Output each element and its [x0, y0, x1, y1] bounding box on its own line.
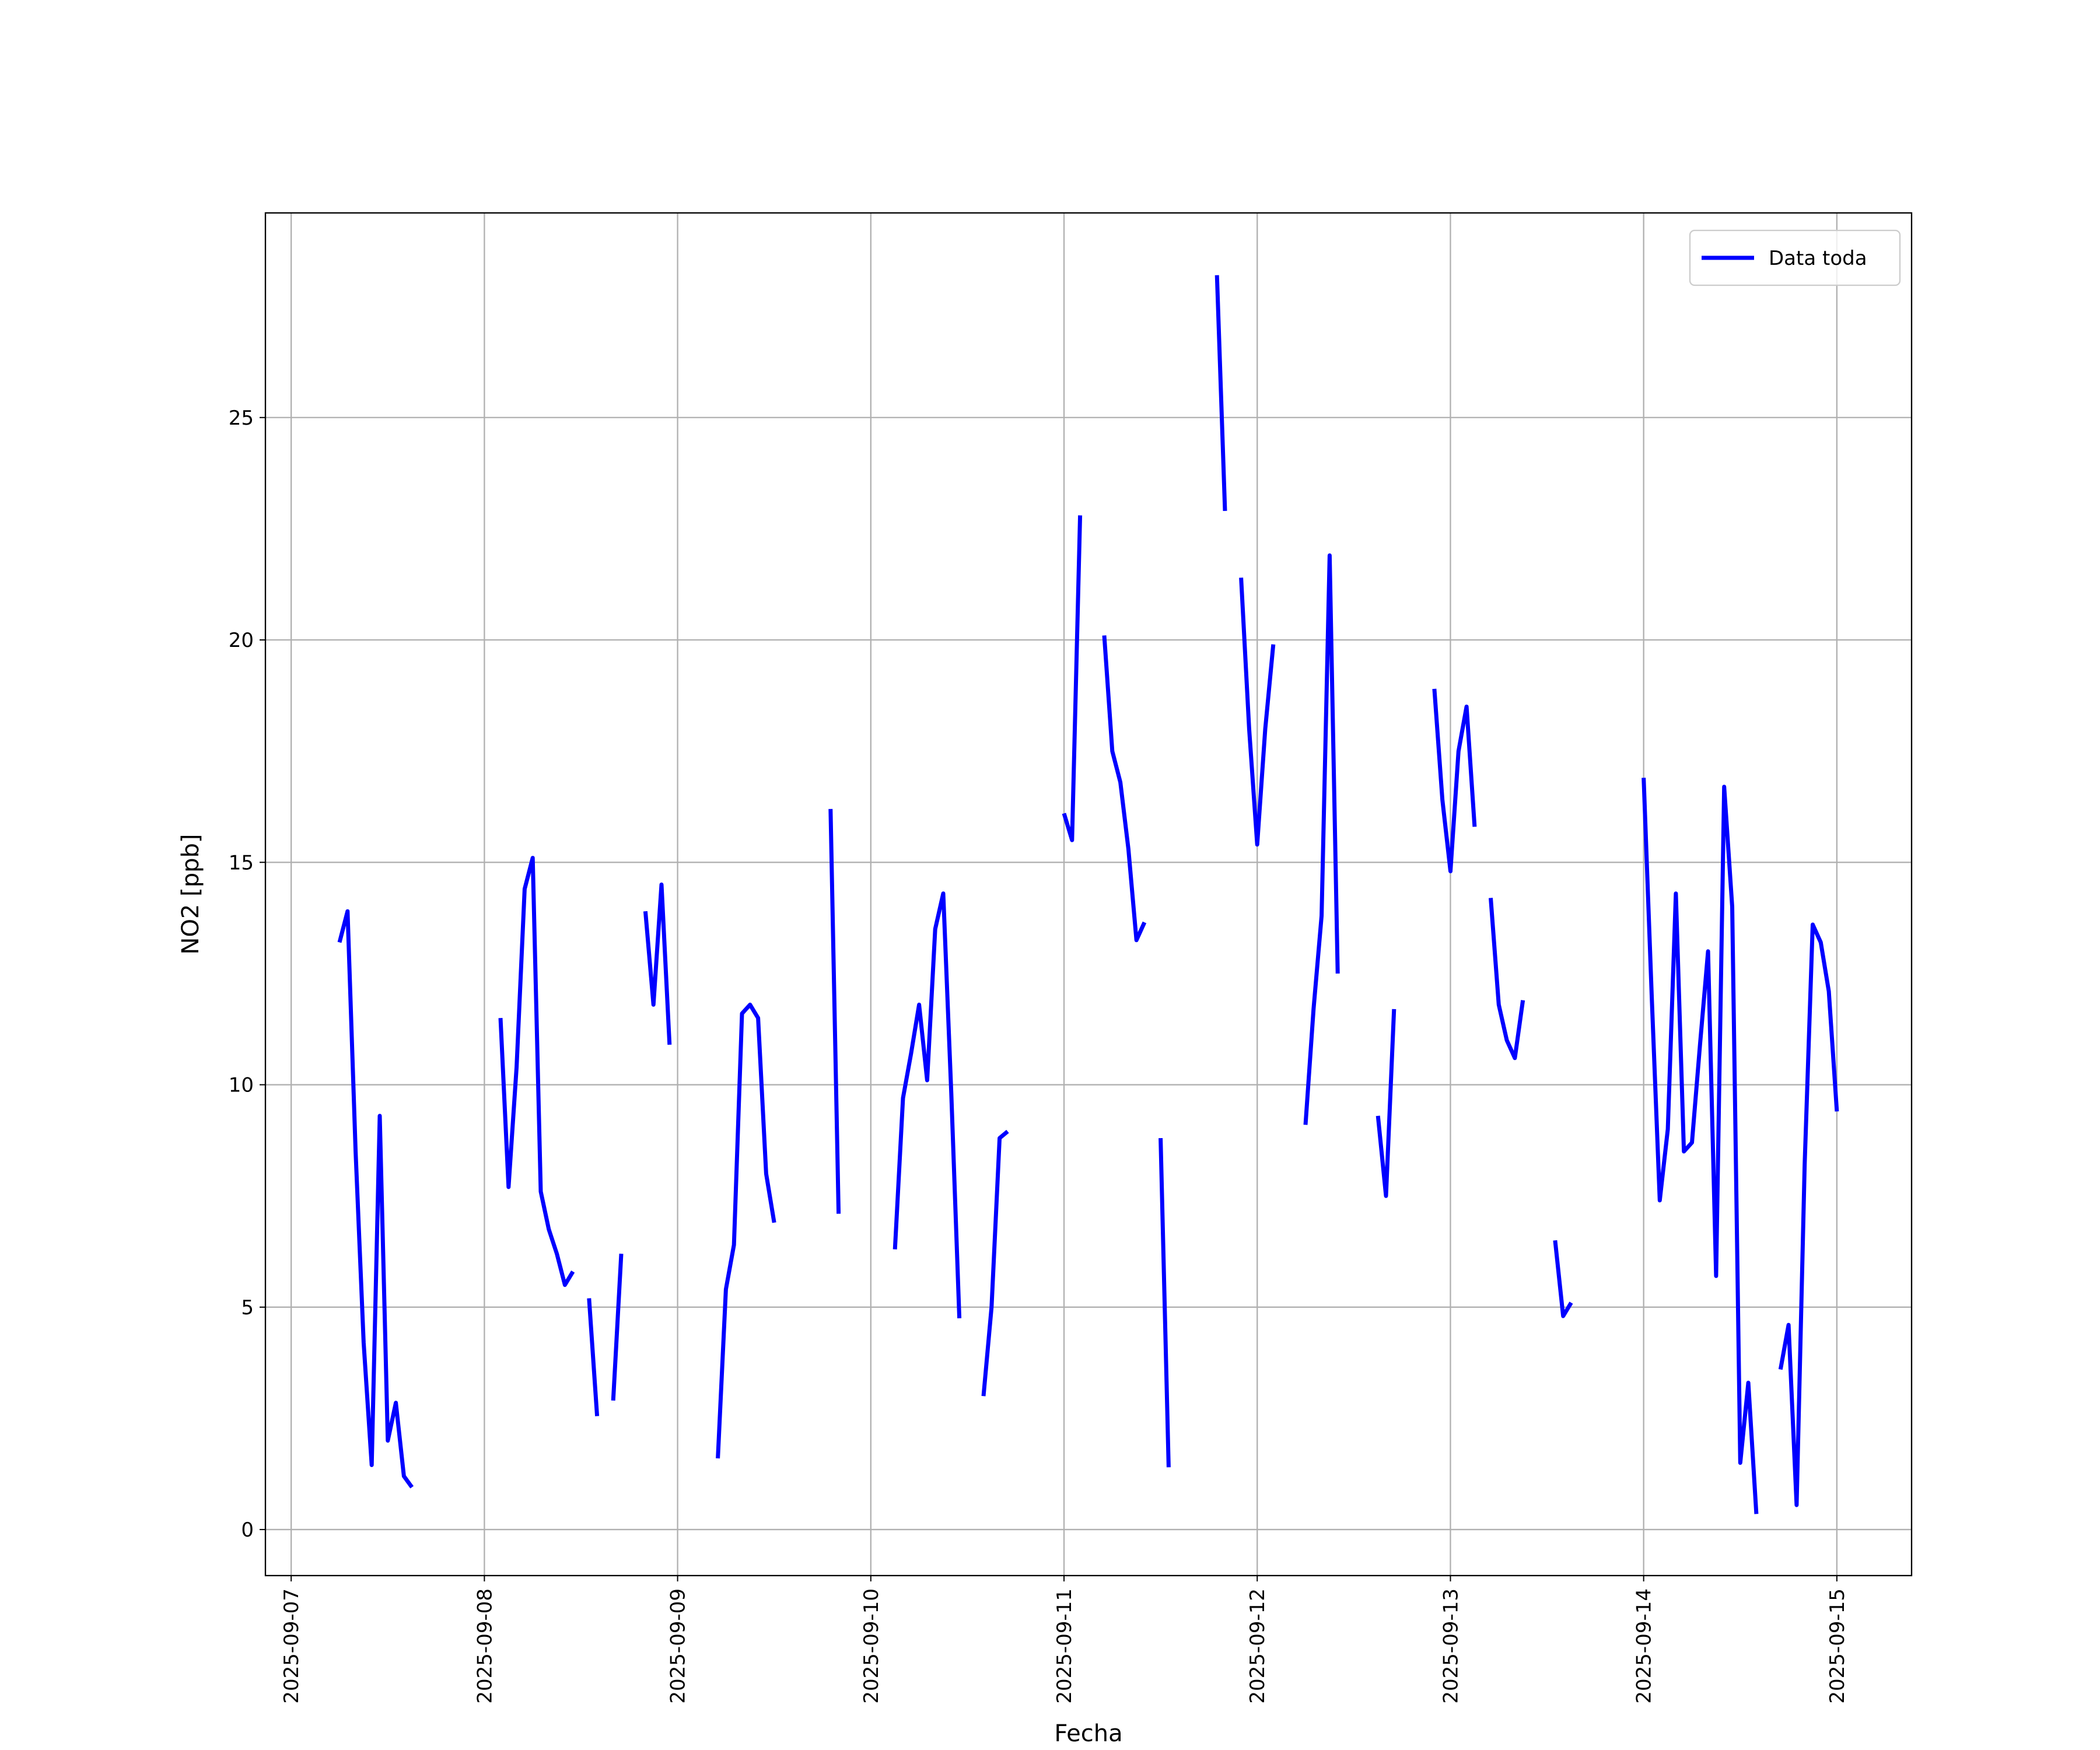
y-tick-label: 10	[229, 1074, 254, 1097]
x-tick-label: 2025-09-12	[1246, 1588, 1269, 1704]
x-tick-label: 2025-09-07	[280, 1588, 303, 1704]
x-axis-label: Fecha	[1054, 1720, 1122, 1747]
plot-frame	[264, 212, 1913, 1577]
x-tick-label: 2025-09-11	[1053, 1588, 1076, 1704]
y-tick-label: 20	[229, 629, 254, 652]
x-tick-label: 2025-09-14	[1633, 1588, 1656, 1704]
legend: Data toda	[1689, 229, 1901, 286]
y-axis-label: NO2 [ppb]	[177, 834, 204, 955]
x-tick-label: 2025-09-13	[1439, 1588, 1462, 1704]
x-tick-label: 2025-09-08	[473, 1588, 496, 1704]
x-tick-label: 2025-09-10	[860, 1588, 883, 1704]
legend-label: Data toda	[1769, 247, 1867, 270]
legend-box	[1689, 229, 1901, 286]
y-tick-label: 5	[241, 1296, 254, 1320]
y-tick-label: 15	[229, 851, 254, 874]
x-tick-label: 2025-09-09	[667, 1588, 690, 1704]
x-tick-label: 2025-09-15	[1826, 1588, 1849, 1704]
y-tick-label: 25	[229, 407, 254, 430]
data-line	[337, 275, 1839, 1514]
y-tick-label: 0	[241, 1518, 254, 1542]
